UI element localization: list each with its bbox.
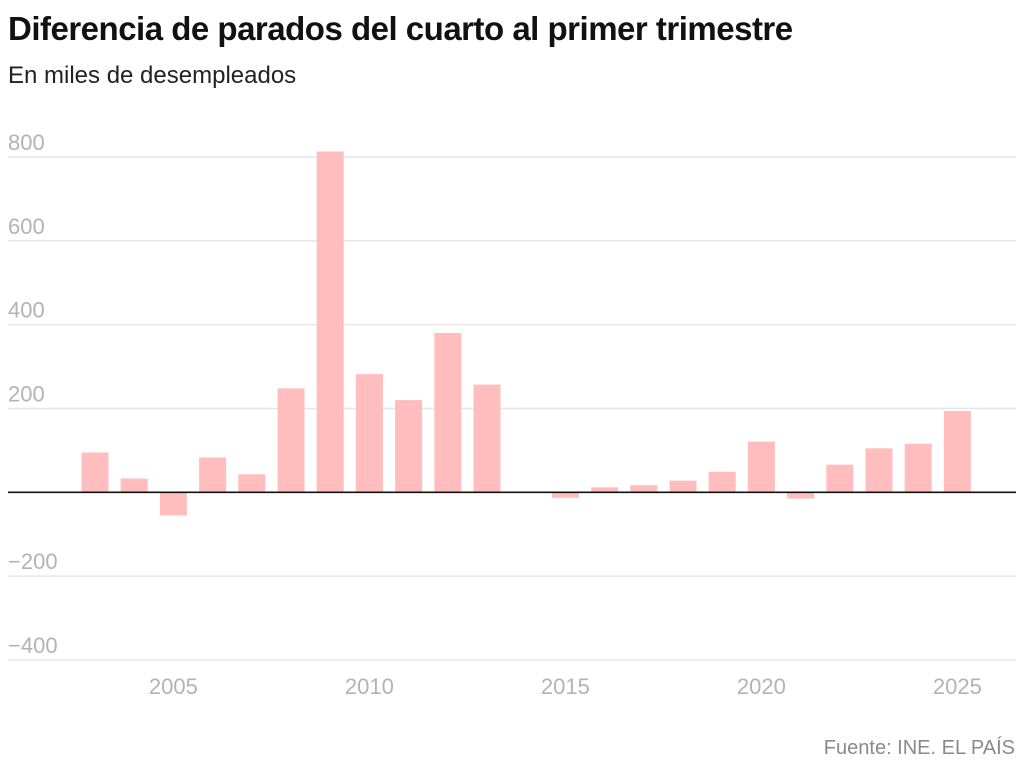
bar bbox=[473, 384, 501, 493]
bar bbox=[238, 474, 266, 493]
x-tick-label: 2015 bbox=[541, 674, 590, 699]
bar bbox=[591, 487, 619, 493]
bar bbox=[395, 400, 423, 493]
bar bbox=[159, 492, 187, 516]
y-tick-label: −400 bbox=[8, 633, 58, 658]
bar bbox=[316, 151, 344, 493]
chart-subtitle: En miles de desempleados bbox=[8, 62, 297, 89]
bar bbox=[826, 464, 854, 493]
y-axis-tick-labels: 800 600 400 200 −200 −400 bbox=[8, 130, 58, 658]
bar bbox=[81, 452, 109, 493]
bar bbox=[865, 448, 893, 493]
y-tick-label: 600 bbox=[8, 214, 45, 239]
bar bbox=[943, 411, 971, 493]
bar bbox=[551, 492, 579, 498]
bar bbox=[199, 457, 227, 493]
bar bbox=[787, 492, 815, 499]
x-axis-tick-labels: 2005 2010 2015 2020 2025 bbox=[149, 674, 982, 699]
y-tick-label: 200 bbox=[8, 382, 45, 407]
x-tick-label: 2005 bbox=[149, 674, 198, 699]
bar bbox=[630, 485, 658, 493]
x-tick-label: 2010 bbox=[345, 674, 394, 699]
bar bbox=[904, 443, 932, 493]
bar bbox=[669, 480, 697, 493]
bars bbox=[81, 151, 971, 516]
x-tick-label: 2025 bbox=[933, 674, 982, 699]
gridlines bbox=[8, 156, 1016, 661]
y-tick-label: 800 bbox=[8, 130, 45, 155]
source-note: Fuente: INE. EL PAÍS bbox=[823, 737, 1015, 759]
bar bbox=[277, 388, 305, 493]
bar bbox=[747, 441, 775, 493]
y-tick-label: 400 bbox=[8, 298, 45, 323]
bar bbox=[708, 471, 736, 493]
x-tick-label: 2020 bbox=[737, 674, 786, 699]
bar bbox=[434, 333, 462, 493]
bar bbox=[120, 478, 148, 493]
y-tick-label: −200 bbox=[8, 549, 58, 574]
bar bbox=[355, 374, 383, 493]
chart-title: Diferencia de parados del cuarto al prim… bbox=[8, 10, 793, 47]
